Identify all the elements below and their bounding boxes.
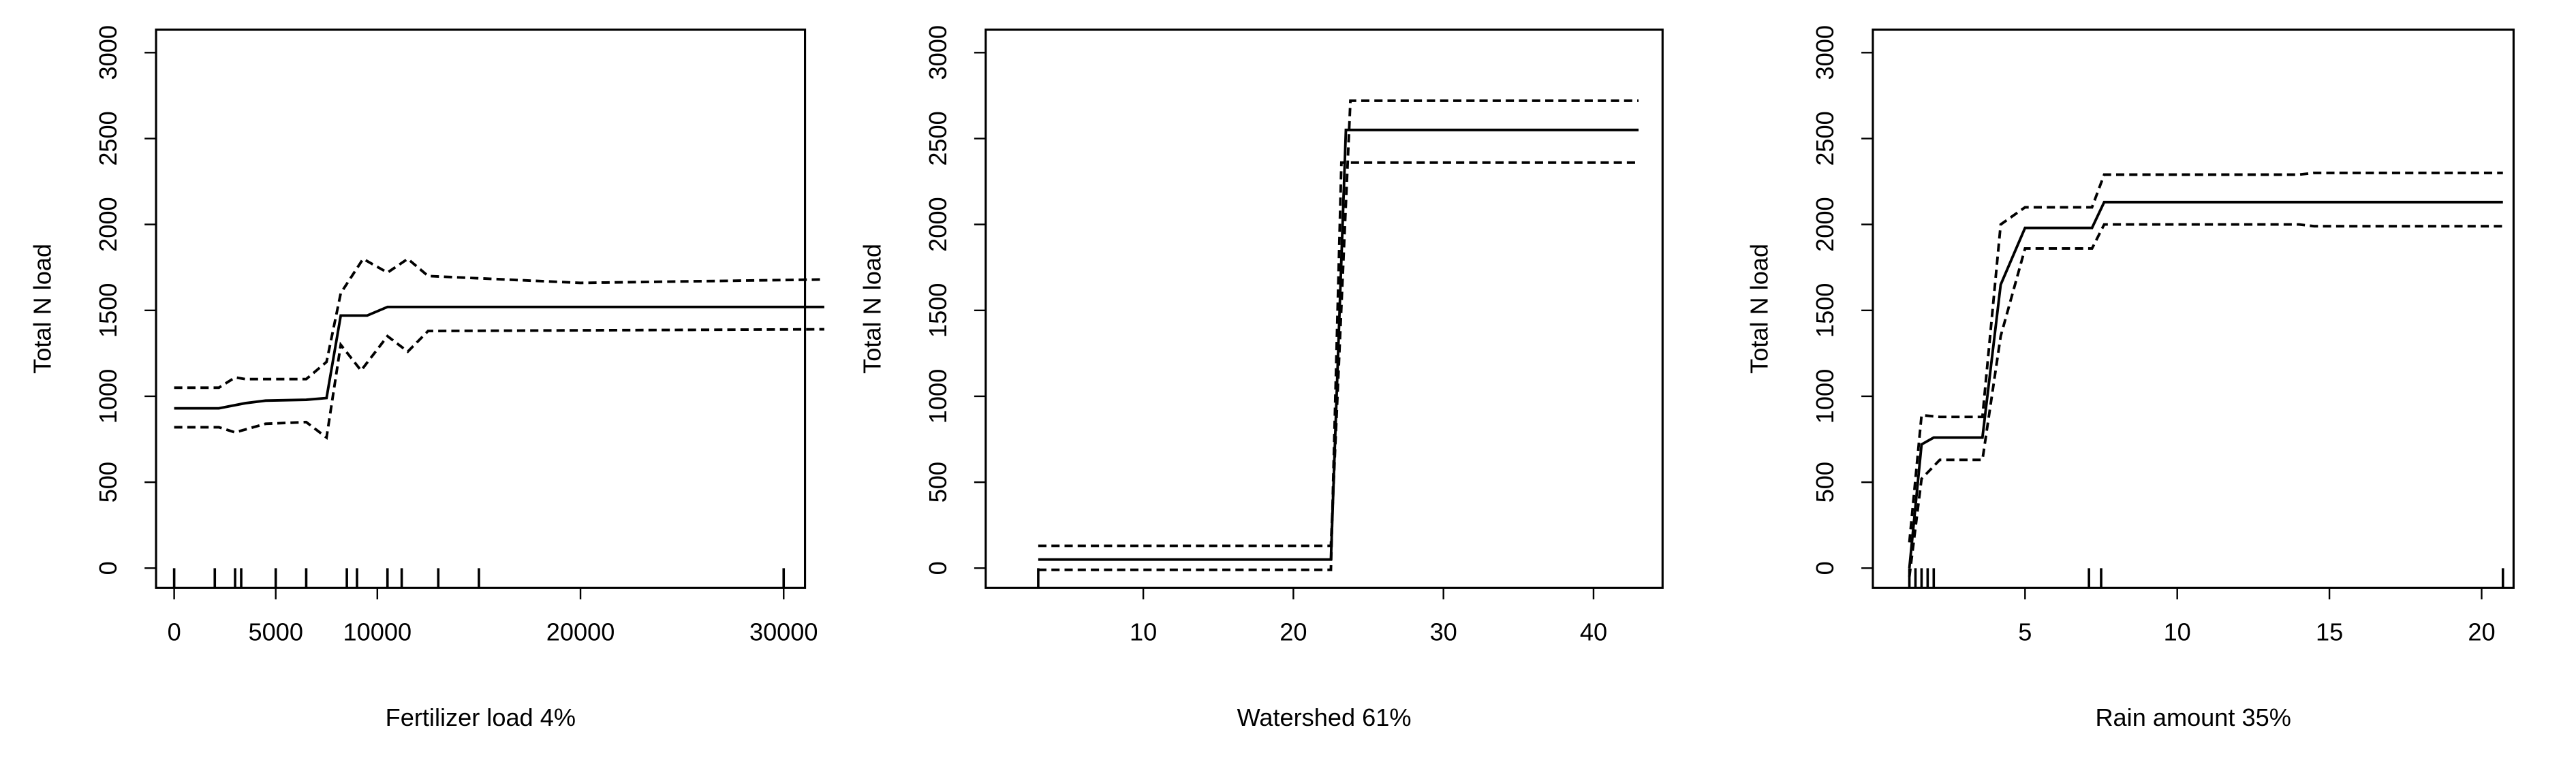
y-tick-label: 3000 [1811,25,1839,80]
x-tick-label: 40 [1580,618,1607,646]
x-tick-label: 10 [2164,618,2191,646]
x-axis-label: Fertilizer load 4% [386,703,576,731]
y-axis-label: Total N load [29,244,57,374]
y-tick-label: 2000 [1811,197,1839,251]
y-tick-label: 2500 [924,111,952,165]
x-tick-label: 15 [2316,618,2343,646]
y-tick-label: 1500 [1811,283,1839,338]
y-tick-label: 2500 [1811,111,1839,165]
y-tick-label: 3000 [94,25,122,80]
y-tick-label: 500 [924,462,952,503]
x-tick-label: 10 [1130,618,1157,646]
y-tick-label: 1000 [924,369,952,424]
x-tick-label: 5 [2018,618,2032,646]
series-line [1908,200,2503,569]
y-axis-label: Total N load [1745,244,1773,374]
x-axis-label: Rain amount 35% [2095,703,2291,731]
x-tick-label: 10000 [343,618,412,646]
series-line [1908,223,2503,577]
y-tick-label: 2000 [94,197,122,251]
x-tick-label: 30 [1430,618,1457,646]
y-tick-label: 1500 [924,283,952,338]
series-line [174,328,824,441]
x-tick-label: 0 [168,618,181,646]
y-tick-label: 500 [1811,462,1839,503]
y-tick-label: 0 [94,561,122,575]
y-tick-label: 500 [94,462,122,503]
plot-frame [1872,28,2515,589]
y-tick-label: 3000 [924,25,952,80]
series-line [1038,161,1639,571]
series-line [174,305,824,410]
x-tick-label: 30000 [749,618,818,646]
y-tick-label: 1000 [1811,369,1839,424]
x-tick-label: 20 [2468,618,2495,646]
y-tick-label: 1500 [94,283,122,338]
x-tick-label: 20 [1279,618,1307,646]
x-axis-label: Watershed 61% [1237,703,1412,731]
y-tick-label: 0 [924,561,952,575]
x-tick-label: 5000 [249,618,303,646]
x-tick-label: 20000 [546,618,615,646]
y-axis-label: Total N load [858,244,886,374]
plot-frame [155,28,807,589]
series-line [1908,171,2503,543]
y-tick-label: 2000 [924,197,952,251]
series-line [174,257,824,390]
y-tick-label: 0 [1811,561,1839,575]
plot-frame [984,28,1664,589]
y-tick-label: 1000 [94,369,122,424]
series-line [1038,99,1639,547]
y-tick-label: 2500 [94,111,122,165]
